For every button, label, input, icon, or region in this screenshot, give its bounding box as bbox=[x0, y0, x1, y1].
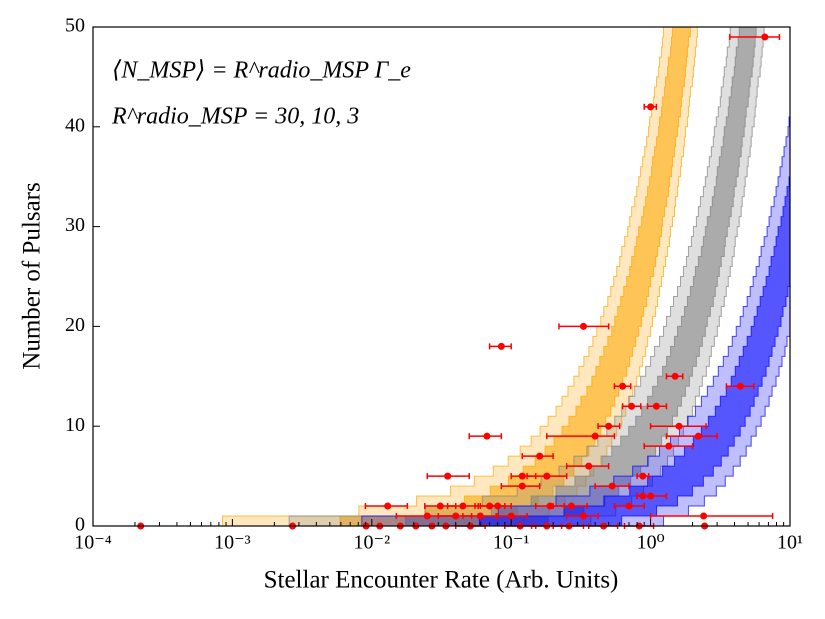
point bbox=[608, 482, 616, 490]
plot-frame bbox=[92, 26, 791, 527]
annotation: ⟨N_MSP⟩ = R^radio_MSP Γ_e bbox=[112, 58, 411, 84]
point bbox=[567, 502, 575, 510]
x-axis-label: Stellar Encounter Rate (Arb. Units) bbox=[264, 567, 619, 594]
x-tick-label: 10⁻⁴ bbox=[74, 532, 112, 554]
point bbox=[591, 432, 599, 440]
point bbox=[736, 382, 744, 390]
point bbox=[694, 432, 702, 440]
point bbox=[647, 103, 655, 111]
point bbox=[384, 502, 392, 510]
point bbox=[628, 402, 636, 410]
point bbox=[579, 322, 587, 330]
annotation: R^radio_MSP = 30, 10, 3 bbox=[111, 104, 359, 130]
point bbox=[639, 472, 647, 480]
point bbox=[423, 512, 431, 520]
y-tick-label: 10 bbox=[65, 414, 85, 436]
x-tick-label: 10⁰ bbox=[637, 532, 665, 554]
y-tick-label: 20 bbox=[65, 314, 85, 336]
x-tick-label: 10⁻² bbox=[354, 532, 391, 554]
point bbox=[476, 512, 484, 520]
point bbox=[444, 472, 452, 480]
point bbox=[700, 512, 708, 520]
point bbox=[546, 502, 554, 510]
point bbox=[518, 482, 526, 490]
y-tick-label: 0 bbox=[75, 514, 85, 536]
point bbox=[579, 512, 587, 520]
point bbox=[665, 442, 673, 450]
band bbox=[93, 116, 790, 526]
point bbox=[536, 452, 544, 460]
point bbox=[452, 512, 460, 520]
point bbox=[761, 33, 769, 41]
y-tick-label: 30 bbox=[65, 214, 85, 236]
point bbox=[436, 502, 444, 510]
point bbox=[605, 422, 613, 430]
point bbox=[483, 432, 491, 440]
y-axis-label: Number of Pulsars bbox=[19, 182, 46, 369]
point bbox=[671, 372, 679, 380]
band bbox=[93, 176, 790, 526]
x-tick-label: 10⁻¹ bbox=[493, 532, 530, 554]
x-tick-label: 10⁻³ bbox=[214, 532, 251, 554]
point bbox=[507, 512, 515, 520]
points bbox=[137, 33, 781, 530]
point bbox=[497, 342, 505, 350]
point bbox=[494, 502, 502, 510]
point bbox=[518, 472, 526, 480]
point bbox=[652, 402, 660, 410]
y-tick-label: 50 bbox=[65, 15, 85, 37]
y-tick-label: 40 bbox=[65, 114, 85, 136]
point bbox=[625, 502, 633, 510]
band bbox=[93, 27, 766, 526]
x-tick-label: 10¹ bbox=[777, 532, 803, 554]
point bbox=[543, 472, 551, 480]
point bbox=[675, 422, 683, 430]
point bbox=[459, 502, 467, 510]
point bbox=[585, 462, 593, 470]
point bbox=[619, 382, 627, 390]
point bbox=[647, 492, 655, 500]
